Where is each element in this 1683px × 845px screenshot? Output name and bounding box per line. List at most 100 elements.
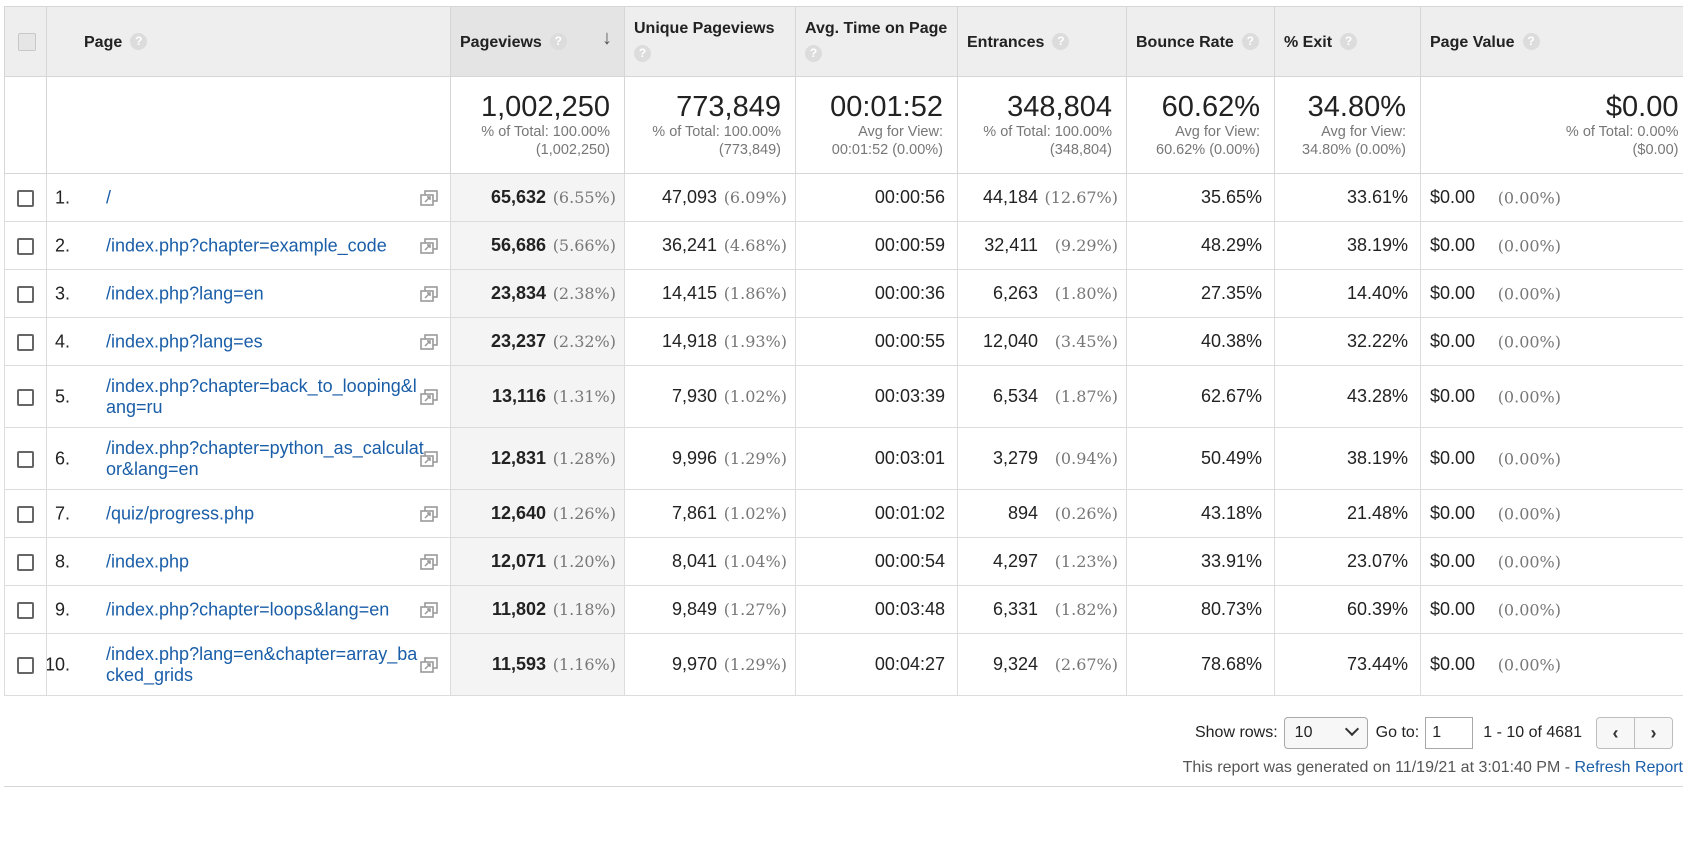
header-entrances[interactable]: Entrances? [957,6,1127,77]
question-circle-icon[interactable]: ? [1052,33,1070,51]
open-in-new-window-icon[interactable] [420,189,438,206]
row-checkbox-cell[interactable] [4,317,47,366]
open-in-new-window-icon[interactable] [420,553,438,570]
open-in-new-window-icon[interactable] [420,450,438,467]
row-checkbox-cell[interactable] [4,489,47,538]
arrow-down-icon[interactable]: ↓ [602,27,612,49]
row-number: 8. [54,551,70,571]
page-link[interactable]: / [106,187,112,207]
question-circle-icon[interactable]: ? [805,45,822,62]
row-checkbox[interactable] [17,333,34,351]
page-value-percent: (0.00%) [1497,655,1561,674]
avg-time-value: 00:01:02 [874,503,945,523]
show-rows-select[interactable]: 10 [1283,717,1368,749]
page-value-value: $0.00 [1430,654,1476,674]
unique-pageviews-cell: 7,930 (1.02%) [624,365,796,428]
question-circle-icon[interactable]: ? [1340,33,1358,51]
header-pageviews[interactable]: Pageviews? ↓ [450,6,625,77]
page-link[interactable]: /index.php [106,551,190,571]
goto-page-input[interactable]: 1 [1425,717,1474,749]
row-checkbox-cell[interactable] [4,365,47,428]
open-in-new-window-icon[interactable] [420,285,438,302]
row-checkbox[interactable] [17,237,34,255]
open-in-new-window-icon[interactable] [420,656,438,673]
question-circle-icon[interactable]: ? [130,33,148,51]
summary-avg-time: 00:01:52 Avg for View: 00:01:52 (0.00%) [795,76,958,174]
header-unique-pageviews[interactable]: Unique Pageviews? [624,6,796,77]
row-checkbox-cell[interactable] [4,585,47,634]
row-checkbox[interactable] [17,656,34,674]
page-cell: 5. /index.php?chapter=back_to_looping&la… [46,365,451,428]
row-checkbox[interactable] [17,285,34,303]
bounce-rate-value: 40.38% [1200,331,1262,351]
row-checkbox[interactable] [17,450,34,468]
row-checkbox-cell[interactable] [4,173,47,222]
unique-pageviews-cell: 7,861 (1.02%) [624,489,796,538]
page-link[interactable]: /quiz/progress.php [106,503,255,523]
header-page[interactable]: Page? [46,6,451,77]
header-avg-time[interactable]: Avg. Time on Page? [795,6,958,77]
row-checkbox-cell[interactable] [4,537,47,586]
row-checkbox-cell[interactable] [4,427,47,490]
avg-time-cell: 00:00:56 [795,173,958,222]
row-checkbox[interactable] [17,505,34,523]
question-circle-icon[interactable]: ? [1522,33,1540,51]
show-rows-value: 10 [1294,724,1313,741]
header-row: Page? Pageviews? ↓ Unique Pageviews? Avg.… [4,6,1683,77]
pageviews-cell: 13,116 (1.31%) [450,365,625,428]
page-value-cell: $0.00 (0.00%) [1420,537,1683,586]
select-all-checkbox[interactable] [18,33,36,51]
entrances-percent: (1.23%) [1054,552,1118,571]
page-link[interactable]: /index.php?chapter=loops&lang=en [106,599,390,619]
previous-page-button[interactable]: ‹ [1597,718,1634,748]
unique-pageviews-cell: 8,041 (1.04%) [624,537,796,586]
avg-time-value: 00:00:36 [874,283,945,303]
pageviews-cell: 65,632 (6.55%) [450,173,625,222]
avg-time-cell: 00:03:48 [795,585,958,634]
summary-value: 773,849 [676,91,781,123]
row-checkbox-cell[interactable] [4,633,47,696]
question-circle-icon[interactable]: ? [1241,33,1259,51]
summary-subtext: % of Total: 100.00% [983,124,1112,140]
row-checkbox[interactable] [17,601,34,619]
exit-cell: 32.22% [1274,317,1421,366]
page-link[interactable]: /index.php?chapter=python_as_calculator&… [106,437,424,479]
open-in-new-window-icon[interactable] [420,601,438,618]
exit-value: 73.44% [1346,654,1408,674]
row-checkbox[interactable] [17,388,34,406]
row-checkbox-cell[interactable] [4,269,47,318]
page-link[interactable]: /index.php?lang=en [106,283,264,303]
pageviews-percent: (5.66%) [552,236,616,255]
page-link[interactable]: /index.php?lang=en&chapter=array_backed_… [106,643,418,685]
page-link[interactable]: /index.php?lang=es [106,331,263,351]
avg-time-value: 00:03:48 [874,599,945,619]
header-bounce-rate[interactable]: Bounce Rate? [1126,6,1275,77]
page-link[interactable]: /index.php?chapter=example_code [106,235,387,255]
bounce-rate-value: 50.49% [1200,448,1262,468]
page-link[interactable]: /index.php?chapter=back_to_looping&lang=… [106,375,417,417]
summary-unique-pageviews: 773,849% of Total: 100.00% (773,849) [624,76,796,174]
header-select-all[interactable] [4,6,47,77]
open-in-new-window-icon[interactable] [420,333,438,350]
question-circle-icon[interactable]: ? [634,45,651,62]
header-exit[interactable]: % Exit? [1274,6,1421,77]
row-checkbox[interactable] [17,189,34,207]
header-page-value[interactable]: Page Value? [1420,6,1683,77]
row-checkbox[interactable] [17,553,34,571]
open-in-new-window-icon[interactable] [420,237,438,254]
unique-pageviews-cell: 47,093 (6.09%) [624,173,796,222]
next-page-button[interactable]: › [1634,718,1672,748]
refresh-report-link[interactable]: Refresh Report [1574,759,1683,776]
unique-pageviews-percent: (1.27%) [723,600,787,619]
question-circle-icon[interactable]: ? [549,33,567,51]
page-value-cell: $0.00 (0.00%) [1420,585,1683,634]
page-value-cell: $0.00 (0.00%) [1420,269,1683,318]
open-in-new-window-icon[interactable] [420,505,438,522]
page-cell: 10. /index.php?lang=en&chapter=array_bac… [46,633,451,696]
header-avg-time-label: Avg. Time on Page [805,20,948,37]
open-in-new-window-icon[interactable] [420,388,438,405]
entrances-percent: (2.67%) [1054,655,1118,674]
summary-entrances: 348,804% of Total: 100.00% (348,804) [957,76,1127,174]
row-checkbox-cell[interactable] [4,221,47,270]
table-row: 4. /index.php?lang=es 23,237 (2.32%) 14,9… [4,317,1683,366]
